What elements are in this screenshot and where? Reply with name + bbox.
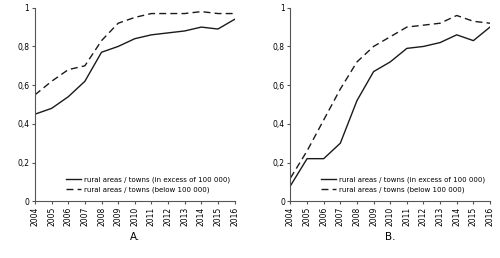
rural areas / towns (below 100 000) xyxy=(66,68,71,71)
Line: rural areas / towns (below 100 000): rural areas / towns (below 100 000) xyxy=(35,12,234,95)
rural areas / towns (in excess of 100 000) xyxy=(232,18,237,21)
rural areas / towns (in excess of 100 000) xyxy=(470,39,476,42)
rural areas / towns (below 100 000) xyxy=(198,10,204,13)
rural areas / towns (in excess of 100 000) xyxy=(48,107,54,110)
rural areas / towns (below 100 000) xyxy=(182,12,188,15)
rural areas / towns (below 100 000) xyxy=(437,22,443,25)
Legend: rural areas / towns (in excess of 100 000), rural areas / towns (below 100 000): rural areas / towns (in excess of 100 00… xyxy=(320,175,486,194)
rural areas / towns (below 100 000) xyxy=(288,176,294,180)
rural areas / towns (in excess of 100 000) xyxy=(66,95,71,98)
rural areas / towns (in excess of 100 000) xyxy=(404,47,410,50)
rural areas / towns (in excess of 100 000) xyxy=(182,29,188,33)
rural areas / towns (in excess of 100 000) xyxy=(354,99,360,102)
rural areas / towns (in excess of 100 000) xyxy=(165,31,171,35)
rural areas / towns (in excess of 100 000) xyxy=(454,33,460,36)
rural areas / towns (in excess of 100 000) xyxy=(320,157,326,160)
rural areas / towns (in excess of 100 000) xyxy=(288,184,294,187)
rural areas / towns (in excess of 100 000) xyxy=(387,60,393,63)
X-axis label: B.: B. xyxy=(385,232,396,242)
rural areas / towns (below 100 000) xyxy=(470,20,476,23)
rural areas / towns (in excess of 100 000) xyxy=(437,41,443,44)
rural areas / towns (in excess of 100 000) xyxy=(32,113,38,116)
rural areas / towns (in excess of 100 000) xyxy=(487,26,493,29)
Line: rural areas / towns (in excess of 100 000): rural areas / towns (in excess of 100 00… xyxy=(35,19,234,114)
rural areas / towns (in excess of 100 000) xyxy=(338,142,344,145)
rural areas / towns (below 100 000) xyxy=(370,45,376,48)
rural areas / towns (below 100 000) xyxy=(404,26,410,29)
rural areas / towns (in excess of 100 000) xyxy=(82,80,88,83)
X-axis label: A.: A. xyxy=(130,232,140,242)
rural areas / towns (below 100 000) xyxy=(232,12,237,15)
rural areas / towns (below 100 000) xyxy=(148,12,154,15)
rural areas / towns (below 100 000) xyxy=(354,60,360,63)
rural areas / towns (below 100 000) xyxy=(454,14,460,17)
rural areas / towns (below 100 000) xyxy=(98,39,104,42)
Legend: rural areas / towns (in excess of 100 000), rural areas / towns (below 100 000): rural areas / towns (in excess of 100 00… xyxy=(64,175,231,194)
rural areas / towns (in excess of 100 000) xyxy=(304,157,310,160)
rural areas / towns (in excess of 100 000) xyxy=(98,51,104,54)
rural areas / towns (in excess of 100 000) xyxy=(215,28,221,31)
rural areas / towns (below 100 000) xyxy=(420,24,426,27)
rural areas / towns (below 100 000) xyxy=(320,118,326,122)
rural areas / towns (in excess of 100 000) xyxy=(132,37,138,40)
rural areas / towns (below 100 000) xyxy=(215,12,221,15)
rural areas / towns (below 100 000) xyxy=(115,22,121,25)
rural areas / towns (below 100 000) xyxy=(304,149,310,152)
rural areas / towns (below 100 000) xyxy=(387,35,393,38)
rural areas / towns (in excess of 100 000) xyxy=(370,70,376,73)
rural areas / towns (in excess of 100 000) xyxy=(420,45,426,48)
rural areas / towns (below 100 000) xyxy=(487,22,493,25)
rural areas / towns (in excess of 100 000) xyxy=(148,33,154,36)
rural areas / towns (in excess of 100 000) xyxy=(198,26,204,29)
rural areas / towns (in excess of 100 000) xyxy=(115,45,121,48)
rural areas / towns (below 100 000) xyxy=(132,16,138,19)
rural areas / towns (below 100 000) xyxy=(32,93,38,96)
rural areas / towns (below 100 000) xyxy=(48,80,54,83)
rural areas / towns (below 100 000) xyxy=(338,87,344,91)
rural areas / towns (below 100 000) xyxy=(165,12,171,15)
Line: rural areas / towns (in excess of 100 000): rural areas / towns (in excess of 100 00… xyxy=(290,27,490,186)
rural areas / towns (below 100 000) xyxy=(82,64,88,67)
Line: rural areas / towns (below 100 000): rural areas / towns (below 100 000) xyxy=(290,15,490,178)
